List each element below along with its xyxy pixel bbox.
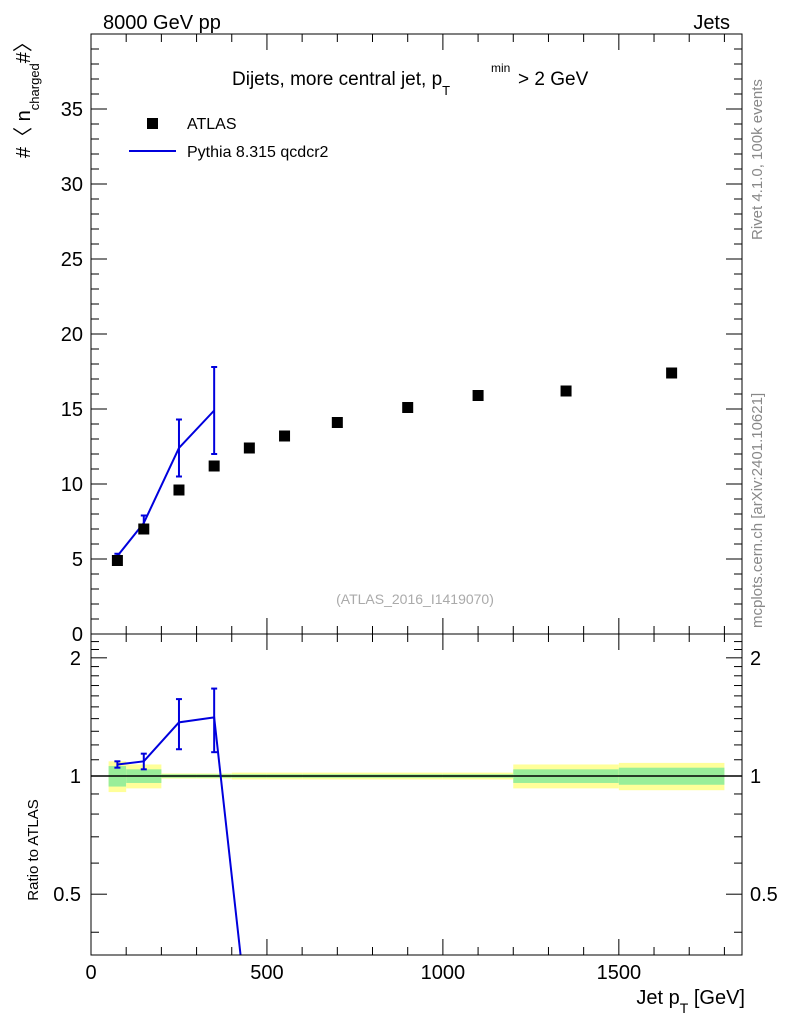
legend-pythia-label: Pythia 8.315 qcdcr2: [187, 144, 329, 161]
header-right: Jets: [693, 12, 730, 34]
ylabel-suffix: #〉: [13, 32, 35, 63]
svg-text:#〈 ncharged#〉: #〈 ncharged#〉: [13, 32, 42, 158]
title-tail: > 2 GeV: [518, 69, 589, 90]
main-y-tick-label: 30: [61, 174, 83, 196]
ratio-data-layer: [114, 687, 242, 956]
title-sup: min: [491, 61, 510, 75]
header-left: 8000 GeV pp: [103, 12, 221, 34]
atlas-point: [279, 430, 291, 442]
atlas-point: [666, 367, 678, 379]
pythia-line: [116, 409, 215, 557]
legend-atlas-label: ATLAS: [187, 116, 237, 133]
plot-title: Dijets, more central jet, pT: [232, 69, 450, 98]
main-y-axis-label: #〈 ncharged#〉: [13, 32, 42, 158]
ratio-pythia-line: [117, 716, 242, 956]
title-sub: T: [442, 83, 450, 98]
atlas-point: [560, 385, 572, 397]
ratio-y-tick-label-right: 2: [750, 648, 761, 670]
main-y-tick-label: 25: [61, 249, 83, 271]
atlas-point: [111, 555, 123, 566]
ylabel-prefix: #〈 n: [13, 110, 35, 158]
title-main: Dijets, more central jet, p: [232, 69, 442, 90]
ratio-y-tick-label-right: 0.5: [750, 884, 778, 906]
main-y-tick-label: 0: [72, 624, 83, 646]
atlas-point: [472, 390, 484, 401]
atlas-point: [402, 402, 414, 413]
main-y-tick-label: 15: [61, 399, 83, 421]
main-panel: 0 5 10 15 20 25 30 35 Dijets, more central jet,…: [13, 32, 743, 646]
legend-atlas-marker: [147, 118, 158, 129]
ratio-y-tick-labels: 0.5 0.5 1 1 2 2: [53, 648, 778, 906]
ratio-y-axis-label: Ratio to ATLAS: [25, 799, 42, 900]
main-y-tick-label: 5: [72, 549, 83, 571]
atlas-point: [138, 523, 150, 535]
atlas-point: [331, 417, 343, 428]
ratio-panel: 0.5 0.5 1 1 2 2 0 500 1000 1500 Ratio to ATLAS J…: [25, 633, 778, 1016]
main-y-tick-label: 20: [61, 324, 83, 346]
main-data-layer: [111, 366, 678, 566]
xlabel-sub: T: [680, 1000, 689, 1016]
xlabel-main: Jet p: [636, 987, 679, 1009]
rivet-label: Rivet 4.1.0, 100k events: [749, 79, 766, 240]
ratio-x-tick-labels: 0 500 1000 1500: [85, 962, 641, 984]
main-y-tick-labels: 0 5 10 15 20 25 30 35: [61, 99, 83, 646]
xlabel-tail: [GeV]: [688, 987, 745, 1009]
main-y-tick-label: 35: [61, 99, 83, 121]
atlas-point: [243, 442, 255, 454]
atlas-point: [208, 460, 220, 472]
ratio-y-tick-label: 2: [70, 648, 81, 670]
x-tick-label: 500: [250, 962, 283, 984]
ratio-y-tick-label-right: 1: [750, 766, 761, 788]
x-axis-label: Jet pT [GeV]: [636, 987, 745, 1016]
ylabel-sub: charged: [27, 63, 42, 110]
ratio-y-tick-label: 0.5: [53, 884, 81, 906]
ratio-axis-ticks: [90, 634, 742, 955]
analysis-watermark: (ATLAS_2016_I1419070): [336, 591, 494, 607]
main-y-tick-label: 10: [61, 474, 83, 496]
ratio-y-tick-label: 1: [70, 766, 81, 788]
x-tick-label: 0: [85, 962, 96, 984]
x-tick-label: 1500: [597, 962, 642, 984]
x-tick-label: 1000: [421, 962, 466, 984]
atlas-point: [173, 484, 185, 496]
mcplots-label: mcplots.cern.ch [arXiv:2401.10621]: [749, 393, 766, 628]
ratio-frame: [90, 633, 743, 956]
